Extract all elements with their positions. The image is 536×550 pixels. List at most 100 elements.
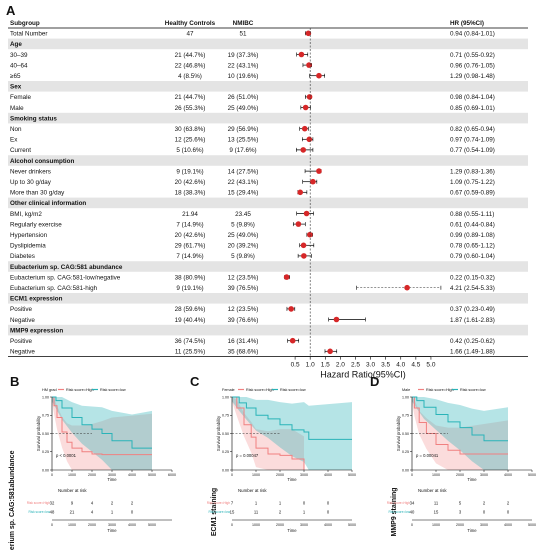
forest-point (302, 104, 309, 111)
forest-nmibc-value: 9 (17.6%) (229, 147, 256, 154)
km-x-tick-label: 5000 (528, 473, 536, 477)
risk-table-tick-label: 0 (51, 523, 53, 527)
forest-hc-value: 11 (25.5%) (175, 349, 205, 356)
risk-table-value: 4 (91, 500, 94, 505)
risk-table-value: 34 (410, 500, 415, 505)
forest-nmibc-value: 16 (31.4%) (228, 338, 259, 345)
forest-row-label: Diabetes (10, 253, 35, 260)
km-p-value: p = 0.00047 (236, 453, 259, 458)
forest-row-label: Negative (10, 317, 35, 324)
risk-table-value: 21 (70, 509, 75, 514)
forest-hc-value: 18 (38.3%) (175, 190, 206, 197)
forest-hc-value: 9 (19.1%) (176, 168, 203, 175)
risk-table-value: 1 (255, 500, 258, 505)
km-x-axis-title: Time (287, 477, 297, 482)
km-legend-label: Risk score=low (100, 388, 126, 392)
forest-row-label: 30–39 (10, 52, 28, 59)
forest-hr-value: 1.29 (0.83-1.36) (450, 168, 495, 175)
risk-table-value: 1 (303, 509, 306, 514)
forest-hc-value: 47 (186, 31, 194, 38)
km-x-tick-label: 1000 (432, 473, 440, 477)
header-subgroup: Subgroup (10, 20, 40, 27)
forest-hr-value: 0.97 (0.74-1.09) (450, 137, 495, 144)
risk-table-value: 11 (254, 509, 259, 514)
header-hr: HR (95%CI) (450, 20, 484, 27)
km-x-axis-title: Time (107, 477, 117, 482)
forest-nmibc-value: 5 (9.8%) (231, 253, 255, 260)
forest-row-label: Dyslipidemia (10, 243, 46, 250)
km-x-tick-label: 3000 (300, 473, 308, 477)
risk-table-tick-label: 3000 (108, 523, 116, 527)
forest-hc-value: 9 (19.1%) (176, 285, 203, 292)
risk-table-value: 11 (434, 500, 439, 505)
forest-point (306, 94, 313, 100)
km-x-tick-label: 1000 (68, 473, 76, 477)
km-survival-curve (232, 396, 305, 470)
forest-group-band (8, 324, 528, 336)
forest-hr-value: 0.94 (0.84-1.01) (450, 31, 495, 38)
forest-point (301, 125, 308, 132)
km-y-tick-label: 1.00 (222, 395, 229, 399)
forest-hr-value: 0.67 (0.59-0.89) (450, 190, 495, 197)
forest-row-label: Positive (10, 338, 33, 345)
forest-row-label: More than 30 g/day (10, 190, 65, 197)
km-y-tick-label: 0.25 (402, 450, 409, 454)
forest-group-label: Age (10, 41, 22, 48)
forest-point (297, 189, 304, 196)
forest-point (298, 51, 305, 58)
forest-point (301, 253, 307, 259)
forest-row-label: Female (10, 94, 31, 101)
panel-label-c: C (190, 374, 200, 389)
risk-table-tick-label: 5000 (148, 523, 156, 527)
forest-nmibc-value: 26 (51.0%) (228, 94, 259, 101)
km-y-tick-label: 0.25 (222, 450, 229, 454)
km-y-tick-label: 0.75 (42, 414, 49, 418)
forest-row-label: Regularly exercise (10, 221, 62, 228)
forest-hr-value: 1.09 (0.75-1.22) (450, 179, 495, 186)
km-panel-d: D Male Risk score=High Risk score=low 0.00 0.… (370, 374, 536, 537)
forest-hr-value: 0.82 (0.65-0.94) (450, 126, 495, 133)
risk-table-tick-label: 5000 (348, 523, 356, 527)
forest-point (303, 210, 310, 217)
risk-table-value: 15 (434, 509, 439, 514)
km-side-label: ECM1 staining (211, 488, 218, 536)
risk-table-title: Number at risk (238, 488, 267, 493)
km-x-tick-label: 2000 (456, 473, 464, 477)
km-confidence-band (412, 397, 508, 470)
km-y-tick-label: 0.50 (402, 432, 409, 436)
forest-group-band (8, 155, 528, 166)
forest-point (306, 136, 313, 143)
risk-table-tick-label: 1000 (432, 523, 440, 527)
forest-point (310, 178, 316, 185)
forest-hc-value: 7 (14.9%) (176, 221, 203, 228)
km-x-tick-label: 5000 (148, 473, 156, 477)
km-x-tick-label: 2000 (88, 473, 96, 477)
risk-table-value: 0 (327, 509, 330, 514)
forest-point (404, 284, 410, 291)
km-y-tick-label: 0.25 (42, 450, 49, 454)
forest-row-label: Male (10, 105, 24, 112)
km-y-tick-label: 0.00 (42, 468, 49, 472)
risk-table-row-name: Risk score=High (27, 501, 51, 505)
panel-label-d: D (370, 374, 379, 389)
km-side-label: Eubacterium sp. CAG:581abundance (9, 450, 16, 550)
forest-group-label: Smoking status (10, 115, 57, 122)
forest-group-band (8, 112, 528, 124)
forest-nmibc-value: 12 (23.5%) (228, 274, 259, 281)
km-legend-title: HM grad (42, 388, 57, 392)
km-panel-c: C Female Risk score=High Risk score=low 0.00… (190, 374, 356, 536)
forest-hc-value: 22 (46.8%) (175, 62, 206, 69)
km-y-tick-label: 0.00 (222, 468, 229, 472)
km-legend-title: Female (222, 388, 235, 392)
forest-group-label: Other clinical information (10, 200, 86, 207)
risk-table-value: 1 (279, 500, 282, 505)
forest-point (307, 231, 313, 238)
forest-nmibc-value: 25 (49.0%) (228, 105, 259, 112)
forest-nmibc-value: 22 (43.1%) (228, 179, 259, 186)
km-confidence-band (412, 397, 508, 470)
km-legend-label: Risk score=High (246, 388, 274, 392)
risk-table-value: 2 (111, 500, 114, 505)
forest-point (288, 306, 294, 312)
forest-hr-value: 0.61 (0.44-0.84) (450, 221, 495, 228)
risk-table-value: 2 (483, 500, 486, 505)
